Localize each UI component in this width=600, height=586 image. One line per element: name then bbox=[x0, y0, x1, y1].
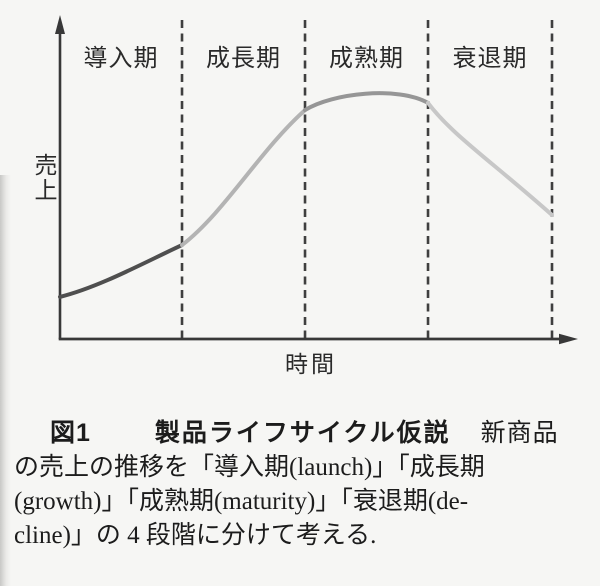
figure-number: 図1 bbox=[50, 419, 91, 447]
phase-label-maturity: 成熟期 bbox=[329, 46, 405, 72]
y-axis-arrow-icon bbox=[55, 15, 65, 34]
chart-canvas bbox=[55, 15, 578, 345]
y-axis-label: 売上 bbox=[31, 153, 56, 203]
caption-line4: cline)」の 4 段階に分けて考える. bbox=[14, 522, 377, 549]
caption-line2: の売上の推移を「導入期(launch)」「成長期 bbox=[14, 454, 485, 481]
lifecycle-curve-segment-2 bbox=[180, 108, 307, 248]
caption-line1: 図1 製品ライフサイクル仮説 新商品 bbox=[50, 416, 562, 451]
phase-label-introduction: 導入期 bbox=[83, 46, 159, 72]
x-axis-arrow-icon bbox=[559, 333, 578, 345]
caption-line1-text: 新商品 bbox=[480, 420, 559, 447]
x-axis-label: 時間 bbox=[285, 352, 337, 377]
phase-label-growth: 成長期 bbox=[206, 46, 282, 72]
figure-title: 製品ライフサイクル仮説 bbox=[154, 419, 451, 447]
figure-caption: 図1 製品ライフサイクル仮説 新商品 の売上の推移を「導入期(launch)」「成長… bbox=[14, 416, 562, 553]
lifecycle-curve-segment-3 bbox=[303, 91, 430, 113]
caption-line3: (growth)」「成熟期(maturity)」「衰退期(de- bbox=[14, 488, 469, 515]
lifecycle-curve-segment-1 bbox=[58, 243, 184, 299]
product-lifecycle-chart: 導入期 成長期 成熟期 衰退期 売上 時間 bbox=[31, 15, 578, 377]
phase-label-decline: 衰退期 bbox=[452, 46, 528, 72]
lifecycle-curve-segment-4 bbox=[426, 100, 554, 217]
